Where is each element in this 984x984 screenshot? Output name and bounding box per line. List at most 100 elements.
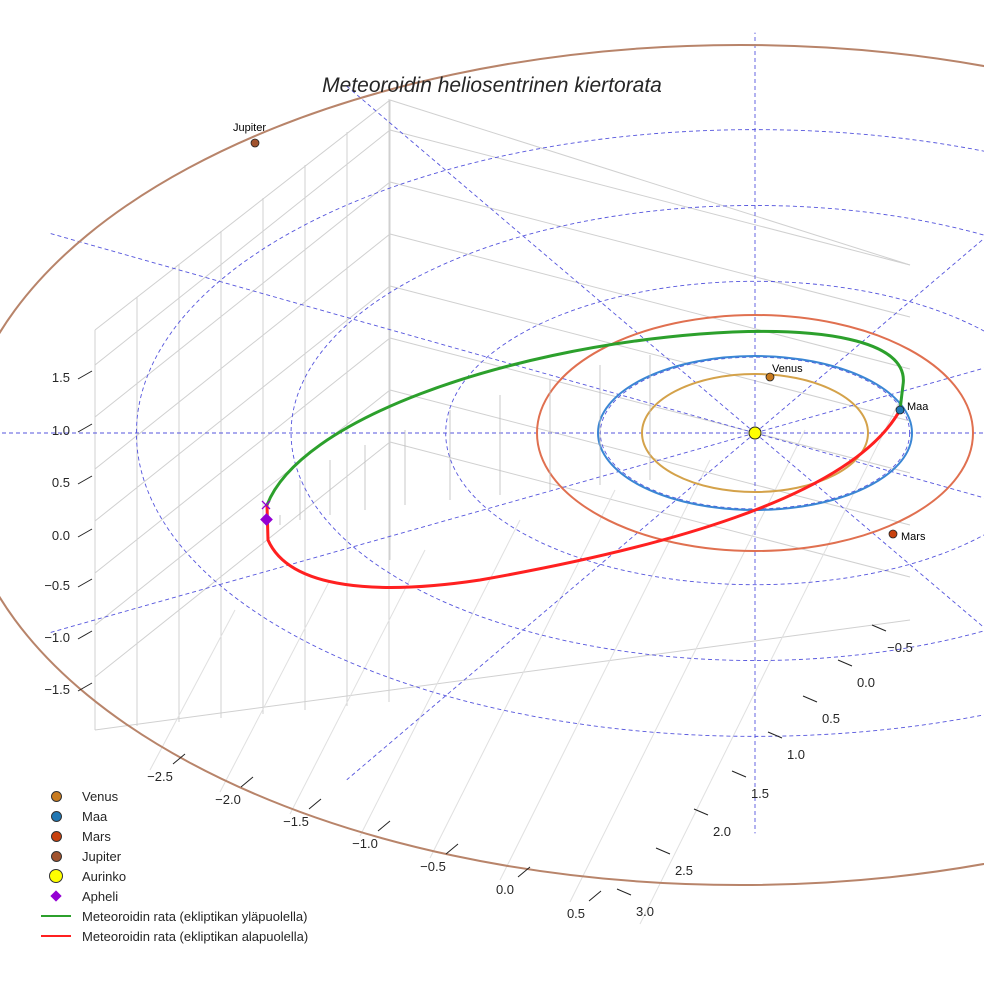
- legend-item-aurinko: Aurinko: [36, 866, 308, 886]
- y-tick: [767, 731, 783, 739]
- planet-mars: [888, 529, 898, 539]
- planet-label: Venus: [772, 363, 803, 375]
- axis-pane-edge: [94, 619, 911, 731]
- x-tick-label: −1.5: [283, 814, 309, 829]
- sun-marker: [748, 426, 762, 440]
- x-tick-label: 0.0: [496, 882, 514, 897]
- orbit-jupiter: [0, 44, 984, 886]
- reference-radial: [346, 432, 756, 781]
- legend-label: Aurinko: [82, 868, 127, 884]
- grid-line: [94, 337, 391, 574]
- green-line-icon: [41, 915, 71, 917]
- legend-item-jupiter: Jupiter: [36, 846, 308, 866]
- x-tick-label: −2.0: [215, 792, 241, 807]
- x-tick-label: −2.5: [147, 769, 173, 784]
- red-line-icon: [41, 935, 71, 937]
- planet-label: Jupiter: [233, 122, 266, 134]
- planet-label: Maa: [907, 401, 929, 413]
- z-tick-label: −1.0: [44, 630, 70, 645]
- grid-line: [429, 489, 616, 859]
- sun-marker-icon: [49, 869, 63, 883]
- orbit-mars: [536, 314, 974, 552]
- x-tick: [377, 820, 391, 832]
- grid-line: [219, 579, 331, 793]
- mars-marker-icon: [50, 830, 62, 842]
- z-tick-label: 0.5: [52, 475, 70, 490]
- grid-line: [389, 129, 911, 266]
- legend-item-venus: Venus: [36, 786, 308, 806]
- y-tick-label: 0.0: [857, 675, 875, 690]
- grid-line: [94, 233, 391, 470]
- venus-marker-icon: [50, 790, 62, 802]
- legend-label: Mars: [82, 828, 111, 844]
- grid-line: [389, 285, 911, 422]
- z-tick-label: 1.0: [52, 423, 70, 438]
- z-tick: [77, 578, 93, 588]
- grid-line: [94, 129, 391, 366]
- x-tick: [588, 890, 602, 902]
- earth-marker-icon: [50, 810, 62, 822]
- z-tick: [77, 423, 93, 433]
- aphelion-x-marker: [261, 500, 271, 510]
- y-tick-label: 2.0: [713, 824, 731, 839]
- legend-item-orbit-above: Meteoroidin rata (ekliptikan yläpuolella…: [36, 906, 308, 926]
- y-tick: [871, 624, 887, 632]
- z-tick-label: 1.5: [52, 370, 70, 385]
- y-tick: [693, 808, 709, 816]
- grid-line: [149, 609, 236, 771]
- grid-line: [94, 441, 391, 678]
- x-tick: [172, 753, 186, 765]
- grid-line: [359, 519, 521, 837]
- chart-title: Meteoroidin heliosentrinen kiertorata: [322, 74, 662, 97]
- legend-label: Apheli: [82, 888, 119, 904]
- z-tick-label: 0.0: [52, 528, 70, 543]
- grid-line: [94, 285, 391, 522]
- legend-item-apheli: Apheli: [36, 886, 308, 906]
- z-tick: [77, 630, 93, 640]
- y-tick-label: 1.5: [751, 786, 769, 801]
- reference-radial: [47, 432, 756, 634]
- z-tick: [77, 370, 93, 380]
- z-tick: [77, 528, 93, 538]
- z-tick-label: −0.5: [44, 578, 70, 593]
- y-tick: [837, 659, 853, 667]
- reference-radial: [346, 85, 756, 434]
- grid-line: [639, 399, 901, 925]
- grid-line: [499, 459, 711, 881]
- y-tick-label: 1.0: [787, 747, 805, 762]
- legend-label: Meteoroidin rata (ekliptikan yläpuolella…: [82, 908, 308, 924]
- y-tick-label: 3.0: [636, 904, 654, 919]
- reference-radial: [754, 237, 984, 434]
- grid-line: [94, 181, 391, 418]
- axis-pane-edge: [389, 99, 911, 266]
- x-tick: [308, 798, 322, 810]
- y-tick: [616, 888, 632, 896]
- planet-maa: [895, 405, 905, 415]
- grid-line: [94, 389, 391, 626]
- legend: Venus Maa Mars Jupiter Aurinko Apheli Me…: [36, 786, 308, 946]
- z-tick: [77, 682, 93, 692]
- x-tick-label: 0.5: [567, 906, 585, 921]
- orbit-venus: [641, 373, 869, 493]
- diamond-marker-icon: [50, 890, 62, 902]
- y-tick: [655, 847, 671, 855]
- grid-line: [389, 233, 911, 370]
- legend-label: Jupiter: [82, 848, 122, 864]
- legend-item-maa: Maa: [36, 806, 308, 826]
- grid-line: [289, 549, 426, 815]
- y-tick-label: −0.5: [887, 640, 913, 655]
- x-tick-label: −1.0: [352, 836, 378, 851]
- jupiter-marker-icon: [50, 850, 62, 862]
- legend-label: Maa: [82, 808, 108, 824]
- y-tick: [802, 695, 818, 703]
- legend-item-mars: Mars: [36, 826, 308, 846]
- x-tick: [517, 866, 531, 878]
- planet-jupiter: [250, 138, 260, 148]
- legend-label: Meteoroidin rata (ekliptikan alapuolella…: [82, 928, 309, 944]
- y-tick: [731, 770, 747, 778]
- orbit-below-ecliptic: [265, 409, 902, 589]
- legend-item-orbit-below: Meteoroidin rata (ekliptikan alapuolella…: [36, 926, 308, 946]
- planet-venus: [765, 372, 775, 382]
